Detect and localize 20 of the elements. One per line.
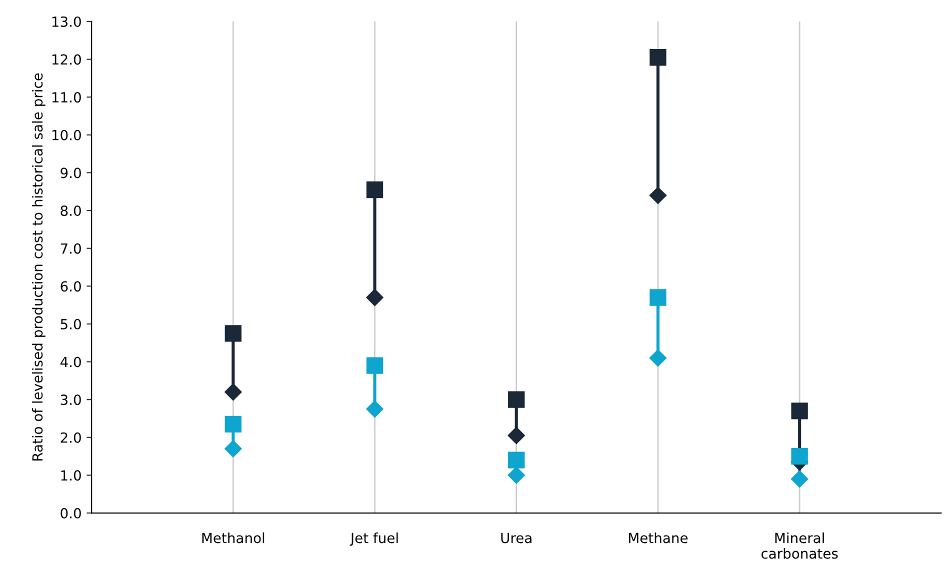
x-tick-label: Methanol [202,532,264,544]
y-tick-label: 11.0 [52,92,81,103]
y-tick-label: 5.0 [60,318,81,330]
x-tick-label: Jet fuel [350,532,398,546]
x-tick-label: Urea [501,532,532,544]
y-tick-label: 9.0 [60,168,81,178]
y-tick-label: 4.0 [60,356,81,368]
y-tick-label: 13.0 [52,16,81,27]
x-tick-label: Mineral carbonates [761,532,838,559]
y-tick-label: 12.0 [52,54,81,65]
y-tick-label: 2.0 [60,432,81,443]
y-tick-label: 7.0 [60,243,81,254]
y-tick-label: 10.0 [52,130,81,140]
x-tick-label: Methane [629,532,688,544]
y-axis-title: Ratio of levelised production cost to historical sale price [32,73,46,461]
y-tick-label: 0.0 [60,508,81,518]
y-tick-label: 1.0 [61,470,81,481]
y-tick-label: 3.0 [60,394,81,406]
y-tick-label: 8.0 [60,205,81,216]
y-tick-label: 6.0 [60,281,81,292]
